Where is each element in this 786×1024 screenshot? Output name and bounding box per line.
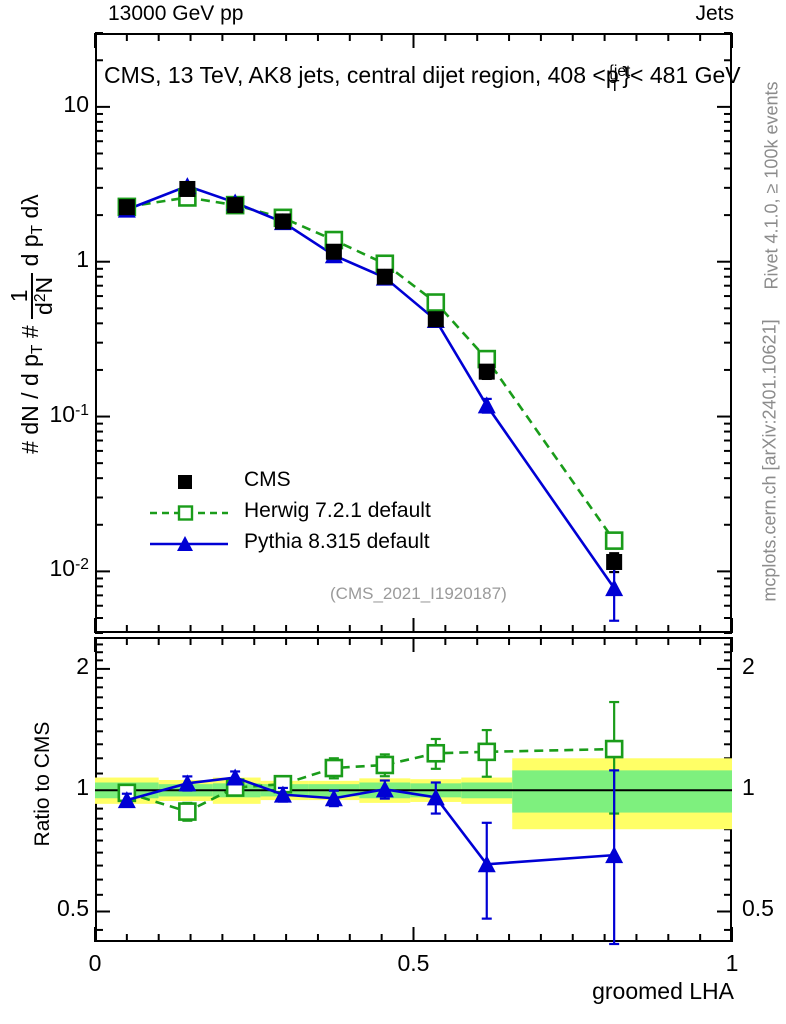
x-tick-label: 0.5 (397, 950, 430, 976)
markers-cms (118, 180, 623, 570)
x-tick-label: 1 (725, 950, 739, 976)
markers-herwig (117, 188, 624, 550)
header-beam-label: 13000 GeV pp (108, 2, 244, 25)
analysis-id-watermark: (CMS_2021_I1920187) (330, 584, 507, 603)
x-tick-label: 0 (88, 950, 102, 976)
series-cms (121, 185, 620, 574)
x-axis-label: groomed LHA (592, 978, 734, 1004)
header-category-label: Jets (695, 2, 734, 25)
legend-label-herwig: Herwig 7.2.1 default (244, 499, 431, 522)
legend-marker-cms (150, 466, 234, 497)
ratio-y-tick-label: 2 (76, 652, 89, 679)
main-y-tick-label: 10-2 (49, 555, 90, 582)
series-herwig (121, 195, 620, 550)
legend-label-cms: CMS (244, 468, 291, 491)
ratio-y-tick-label: 0.5 (57, 895, 89, 922)
legend-label-pythia: Pythia 8.315 default (244, 530, 430, 553)
uncertainty-band-inner (512, 770, 732, 813)
markers-pythia (117, 177, 624, 597)
legend-marker-herwig (150, 497, 234, 528)
main-y-tick-label: 1 (76, 245, 89, 272)
plot-title: CMS, 13 TeV, AK8 jets, central dijet reg… (104, 62, 741, 95)
series-pythia (121, 183, 620, 622)
main-y-tick-label: 10-1 (49, 400, 90, 427)
legend-marker-pythia (150, 528, 234, 559)
ratio-y-tick-label: 1 (76, 774, 89, 801)
ratio-series-pythia (117, 768, 624, 946)
main-y-tick-label: 10 (63, 90, 89, 117)
